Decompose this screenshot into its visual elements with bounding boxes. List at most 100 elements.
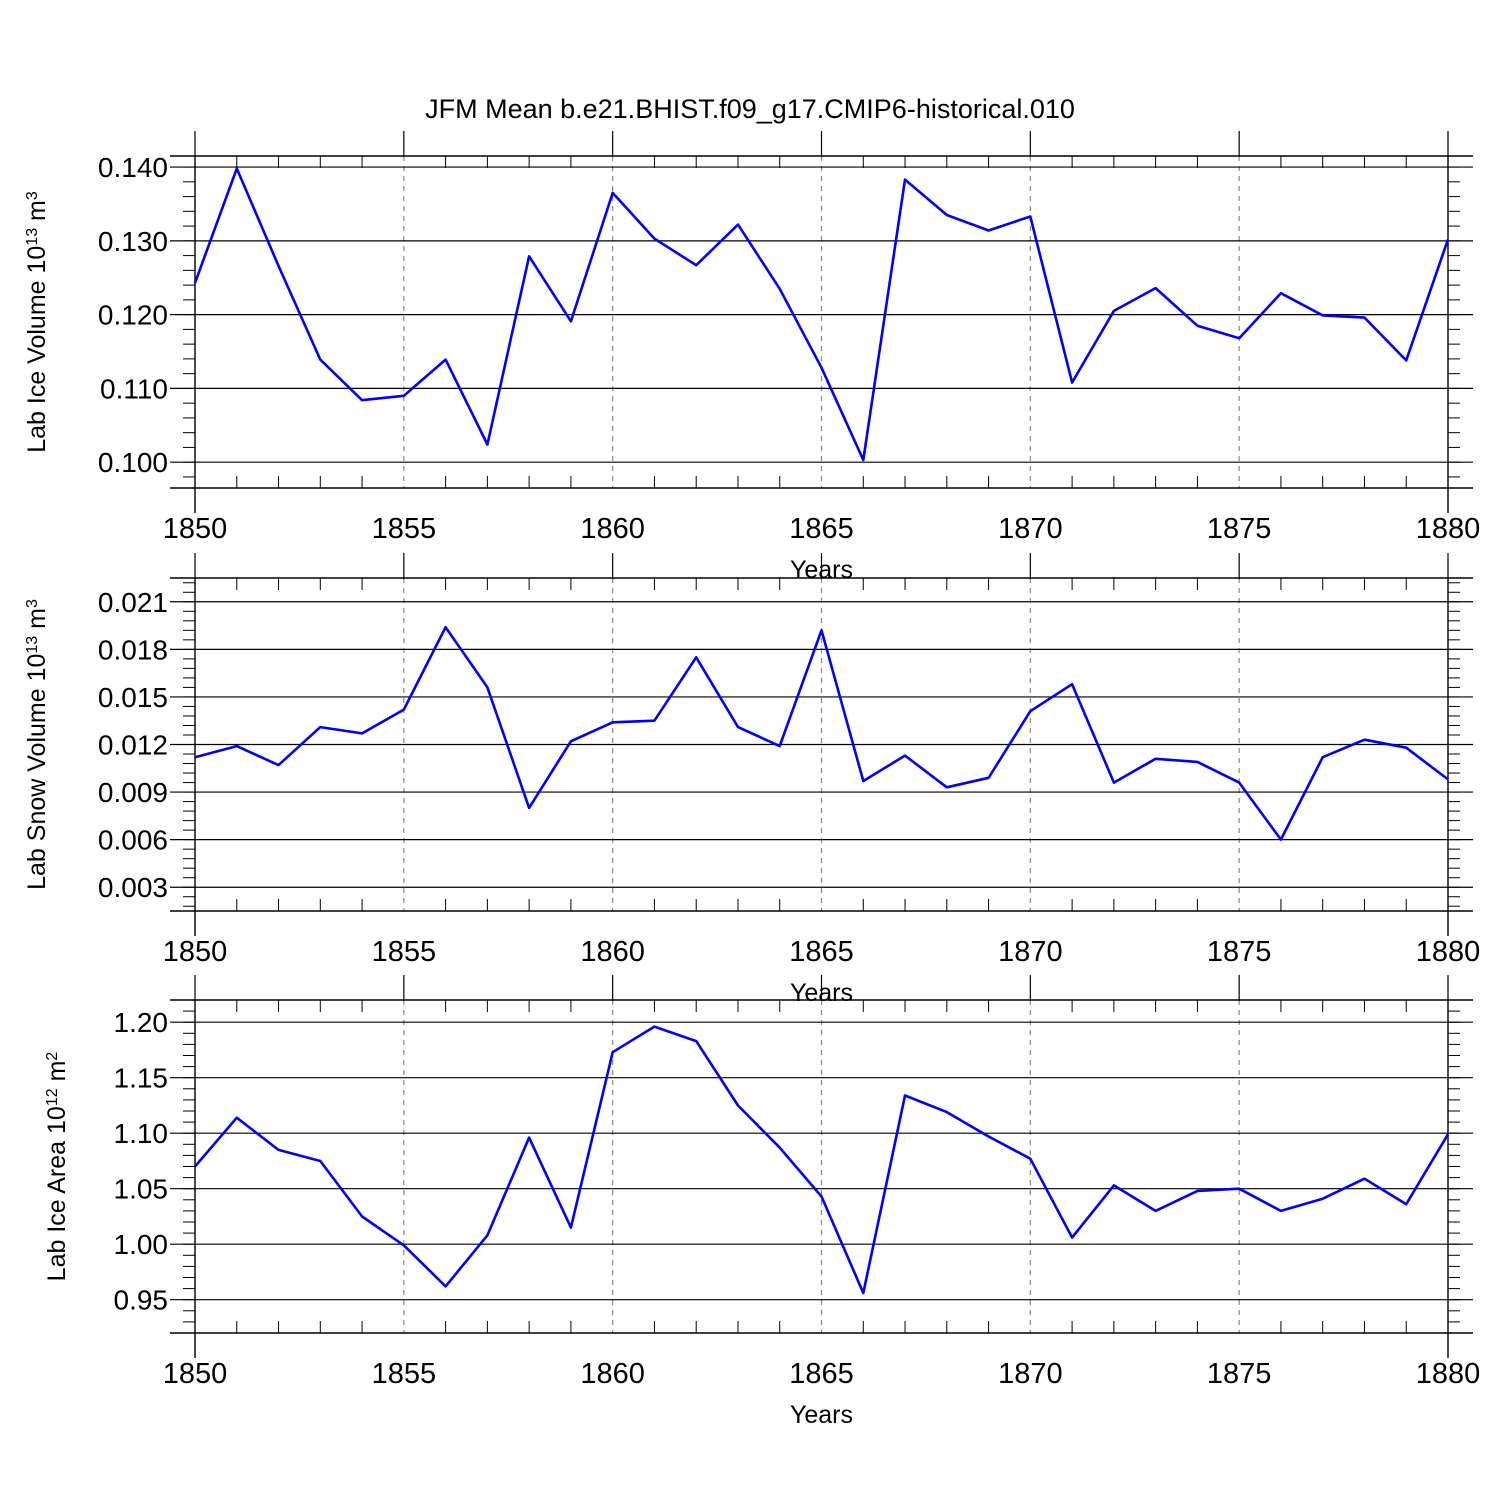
y-tick-label: 0.140 xyxy=(98,152,168,183)
data-point xyxy=(1279,291,1283,295)
data-point xyxy=(1112,781,1116,785)
y-tick-label: 0.012 xyxy=(98,730,168,761)
data-point xyxy=(1321,313,1325,317)
data-point xyxy=(1279,1209,1283,1213)
y-axis-label-main: Lab Ice Volume 10 xyxy=(23,246,51,453)
data-point xyxy=(861,779,865,783)
y-axis-label-unit-exponent: 3 xyxy=(24,599,41,608)
data-point xyxy=(485,1233,489,1237)
x-tick-label: 1875 xyxy=(1207,513,1272,545)
series-line xyxy=(194,1025,1450,1295)
data-point xyxy=(987,229,991,233)
data-point xyxy=(193,281,197,285)
data-point xyxy=(402,708,406,712)
x-axis-label: Years xyxy=(790,1401,853,1429)
data-point xyxy=(1154,1209,1158,1213)
data-point xyxy=(1070,682,1074,686)
chart-panel-3: 0.95 1.00 1.05 1.10 1.15 1.20 1850 1855 1860 1865… xyxy=(43,975,1480,1429)
x-tick-label: 1865 xyxy=(789,1358,854,1390)
data-point xyxy=(1237,336,1241,340)
data-point xyxy=(360,731,364,735)
data-point xyxy=(652,237,656,241)
data-point xyxy=(987,776,991,780)
y-tick-label: 0.95 xyxy=(114,1285,169,1316)
data-point xyxy=(1446,777,1450,781)
data-point xyxy=(235,744,239,748)
y-axis-label: Lab Snow Volume 1013 m3 xyxy=(23,599,51,890)
data-point xyxy=(611,191,615,195)
data-point xyxy=(1112,309,1116,313)
data-point xyxy=(277,1148,281,1152)
data-point xyxy=(1195,324,1199,328)
x-tick-label: 1860 xyxy=(580,936,645,968)
data-point xyxy=(778,1146,782,1150)
y-axis-label-unit-exponent: 2 xyxy=(44,1052,61,1061)
y-axis-label-main: Lab Ice Area 10 xyxy=(43,1106,71,1281)
data-point xyxy=(235,1116,239,1120)
data-point xyxy=(193,1165,197,1169)
x-tick-label: 1865 xyxy=(789,936,854,968)
data-point xyxy=(945,785,949,789)
data-point xyxy=(1237,781,1241,785)
data-point xyxy=(778,287,782,291)
data-point xyxy=(1404,746,1408,750)
data-point xyxy=(1195,1189,1199,1193)
x-tick-label: 1875 xyxy=(1207,936,1272,968)
data-point xyxy=(1154,286,1158,290)
data-point xyxy=(1195,760,1199,764)
data-point xyxy=(318,358,322,362)
x-tick-label: 1870 xyxy=(998,1358,1063,1390)
data-point xyxy=(569,319,573,323)
figure-title: JFM Mean b.e21.BHIST.f09_g17.CMIP6-histo… xyxy=(425,94,1075,124)
series-line xyxy=(193,167,1450,462)
data-point xyxy=(569,1226,573,1230)
y-tick-label: 0.100 xyxy=(98,447,168,478)
data-point xyxy=(1028,709,1032,713)
x-tick-label: 1870 xyxy=(998,513,1063,545)
y-axis-label-exponent: 12 xyxy=(44,1088,61,1106)
data-point xyxy=(611,720,615,724)
data-point xyxy=(1070,380,1074,384)
y-axis-label-unit-exponent: 3 xyxy=(24,191,41,200)
data-point xyxy=(820,366,824,370)
data-point xyxy=(444,1284,448,1288)
data-point xyxy=(1362,738,1366,742)
data-point xyxy=(987,1135,991,1139)
data-point xyxy=(1070,1236,1074,1240)
data-point xyxy=(903,1093,907,1097)
data-point xyxy=(694,655,698,659)
data-point xyxy=(611,1050,615,1054)
data-point xyxy=(820,628,824,632)
x-tick-label: 1880 xyxy=(1416,1358,1481,1390)
x-tick-label: 1850 xyxy=(163,513,228,545)
data-point xyxy=(861,458,865,462)
y-tick-label: 0.120 xyxy=(98,300,168,331)
data-point xyxy=(485,442,489,446)
y-tick-label: 0.003 xyxy=(98,872,168,903)
data-point xyxy=(360,1214,364,1218)
x-tick-label: 1855 xyxy=(372,936,437,968)
data-point xyxy=(277,264,281,268)
data-point xyxy=(569,739,573,743)
data-point xyxy=(652,1025,656,1029)
data-point xyxy=(861,1291,865,1295)
data-point xyxy=(277,763,281,767)
x-tick-label: 1860 xyxy=(580,513,645,545)
data-point xyxy=(1028,1157,1032,1161)
y-tick-label: 0.018 xyxy=(98,634,168,665)
y-tick-label: 0.009 xyxy=(98,777,168,808)
data-point xyxy=(485,685,489,689)
y-axis-label-unit: m xyxy=(23,608,51,636)
data-point xyxy=(1237,1187,1241,1191)
data-point xyxy=(444,625,448,629)
data-point xyxy=(820,1194,824,1198)
data-point xyxy=(736,223,740,227)
series-line xyxy=(194,625,1449,841)
data-point xyxy=(1028,214,1032,218)
y-tick-label: 0.130 xyxy=(98,226,168,257)
data-point xyxy=(945,213,949,217)
data-point xyxy=(1362,1177,1366,1181)
y-tick-label: 0.021 xyxy=(98,587,168,618)
data-point xyxy=(736,1103,740,1107)
